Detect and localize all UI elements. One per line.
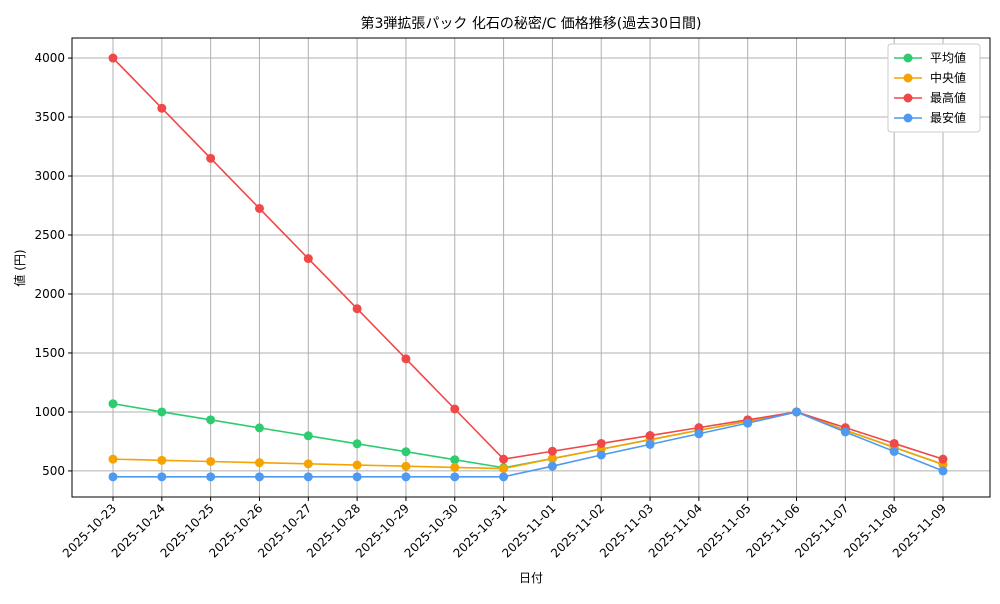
data-point: [499, 472, 509, 482]
data-point: [547, 461, 557, 471]
legend-marker: [903, 73, 913, 83]
data-point: [401, 354, 411, 364]
data-point: [401, 461, 411, 471]
data-point: [450, 462, 460, 472]
data-point: [254, 458, 264, 468]
data-point: [938, 466, 948, 476]
data-point: [157, 472, 167, 482]
y-tick-label: 2500: [34, 228, 65, 242]
data-point: [157, 103, 167, 113]
data-point: [108, 454, 118, 464]
plot-frame: [71, 37, 991, 498]
y-tick-label: 3000: [34, 169, 65, 183]
legend-label: 平均値: [930, 50, 966, 65]
y-tick-label: 1000: [34, 405, 65, 419]
data-point: [206, 153, 216, 163]
legend-marker: [903, 113, 913, 123]
y-tick-label: 3500: [34, 110, 65, 124]
data-point: [206, 472, 216, 482]
data-point: [303, 472, 313, 482]
data-point: [254, 423, 264, 433]
data-point: [889, 446, 899, 456]
y-tick-label: 1500: [34, 346, 65, 360]
y-tick-label: 4000: [34, 51, 65, 65]
data-point: [596, 438, 606, 448]
data-point: [108, 472, 118, 482]
data-point: [157, 407, 167, 417]
legend-box: [887, 43, 981, 133]
legend-label: 最高値: [930, 90, 966, 105]
x-axis-label: 日付: [519, 571, 543, 585]
legend-marker: [903, 53, 913, 63]
data-point: [450, 472, 460, 482]
legend-label: 最安値: [930, 110, 966, 125]
chart-title: 第3弾拡張パック 化石の秘密/C 価格推移(過去30日間): [360, 15, 701, 32]
data-point: [645, 431, 655, 441]
data-point: [303, 254, 313, 264]
data-point: [206, 456, 216, 466]
data-point: [352, 304, 362, 314]
data-point: [254, 472, 264, 482]
data-point: [499, 454, 509, 464]
data-point: [157, 455, 167, 465]
data-point: [303, 459, 313, 469]
data-point: [352, 460, 362, 470]
data-point: [499, 464, 509, 474]
data-point: [254, 203, 264, 213]
data-point: [792, 407, 802, 417]
data-point: [450, 455, 460, 465]
legend-label: 中央値: [930, 70, 966, 85]
data-point: [352, 472, 362, 482]
data-point: [938, 454, 948, 464]
data-point: [401, 472, 411, 482]
data-point: [401, 447, 411, 457]
data-point: [840, 427, 850, 437]
data-point: [547, 454, 557, 464]
data-point: [108, 53, 118, 63]
data-point: [645, 439, 655, 449]
y-axis-label: 値 (円): [12, 249, 27, 286]
data-point: [352, 439, 362, 449]
series-line: [112, 402, 944, 469]
data-point: [206, 415, 216, 425]
series-line: [112, 57, 944, 460]
y-tick-label: 2000: [34, 287, 65, 301]
data-point: [889, 438, 899, 448]
data-point: [108, 399, 118, 409]
y-tick-label: 500: [42, 464, 65, 478]
data-point: [303, 431, 313, 441]
series-line: [113, 411, 944, 478]
data-point: [743, 418, 753, 428]
data-point: [694, 429, 704, 439]
data-point: [547, 446, 557, 456]
data-point: [596, 450, 606, 460]
data-point: [450, 404, 460, 414]
legend-marker: [903, 93, 913, 103]
